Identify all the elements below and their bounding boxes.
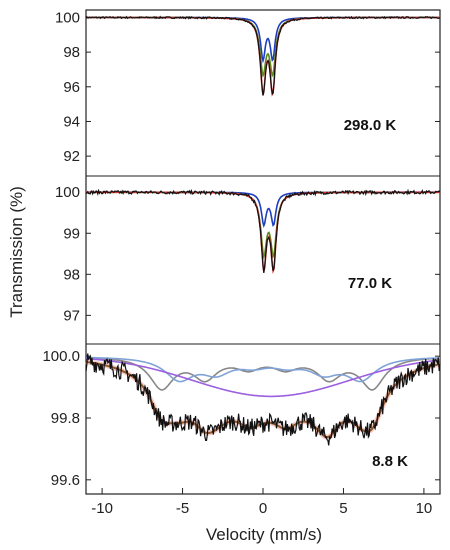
y-tick-label: 99 bbox=[63, 225, 80, 242]
series-component-2 bbox=[86, 16, 440, 79]
panel-2: 100 99 98 97 77.0 K bbox=[55, 175, 441, 324]
temperature-label: 77.0 K bbox=[348, 275, 392, 292]
series-component-3 bbox=[86, 357, 441, 398]
y-tick-label: 98 bbox=[63, 44, 80, 61]
series-component-3 bbox=[86, 16, 440, 97]
series-component-1 bbox=[86, 357, 440, 391]
y-tick-label: 99.6 bbox=[51, 472, 80, 489]
x-axis-title: Velocity (mm/s) bbox=[206, 525, 322, 544]
measured-spectrum-line bbox=[85, 353, 441, 446]
temperature-label: 298.0 K bbox=[344, 117, 397, 134]
x-tick-label: 5 bbox=[339, 500, 347, 517]
series-component-1 bbox=[86, 16, 440, 64]
measured-spectrum-line bbox=[85, 15, 441, 96]
y-tick-label: 100 bbox=[55, 184, 80, 201]
x-tick-label: -5 bbox=[176, 500, 189, 517]
y-tick-label: 99.8 bbox=[51, 410, 80, 427]
temperature-label: 8.8 K bbox=[372, 453, 408, 470]
y-tick-label: 100 bbox=[55, 9, 80, 26]
y-tick-label: 96 bbox=[63, 79, 80, 96]
y-tick-label: 98 bbox=[63, 266, 80, 283]
y-axis-title: Transmission (%) bbox=[7, 186, 26, 318]
x-tick-label: -10 bbox=[91, 500, 113, 517]
y-tick-label: 97 bbox=[63, 307, 80, 324]
measured-spectrum-line bbox=[85, 188, 441, 273]
y-tick-label: 92 bbox=[63, 148, 80, 165]
panel-1: 100 98 96 94 92 298.0 K bbox=[55, 9, 441, 165]
x-tick-label: 0 bbox=[259, 500, 267, 517]
x-tick-label: 10 bbox=[416, 500, 433, 517]
series-component-2 bbox=[86, 356, 440, 383]
x-axis: -10 -5 0 5 10 bbox=[91, 488, 432, 517]
y-tick-label: 100.0 bbox=[42, 348, 80, 365]
y-tick-label: 94 bbox=[63, 113, 80, 130]
series-component-1 bbox=[86, 191, 440, 228]
panel-3: 100.0 99.8 99.6 8.8 K bbox=[42, 343, 441, 489]
chart-panels: 100 98 96 94 92 298.0 K 100 99 98 97 77.0 K 100.0 99… bbox=[42, 9, 441, 495]
